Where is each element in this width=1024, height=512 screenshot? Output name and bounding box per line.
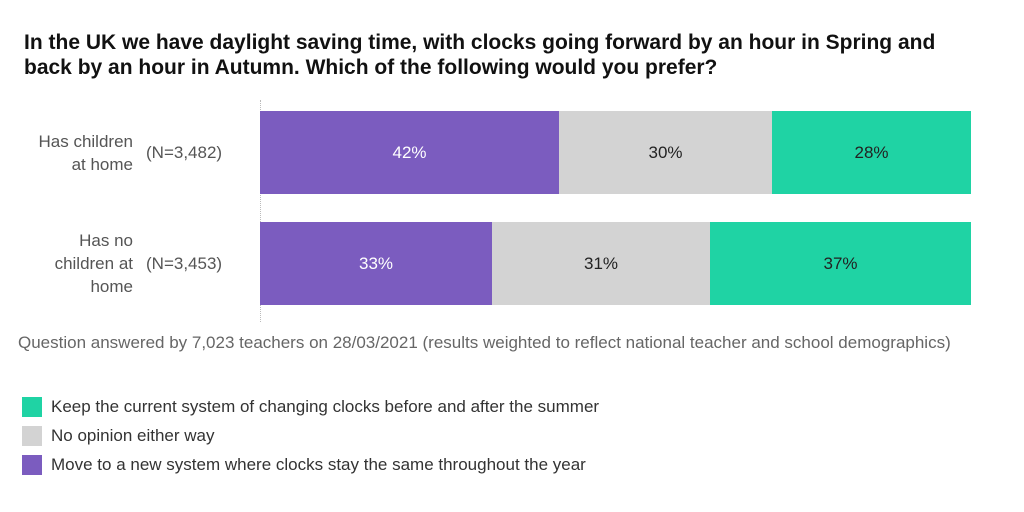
data-label: 33% [358, 253, 394, 273]
bar-segment: 30% [559, 111, 772, 194]
bar-segment: 28% [772, 111, 971, 194]
legend-swatch [22, 396, 42, 417]
category-label: Has children at home [13, 130, 134, 176]
data-label: 31% [583, 253, 619, 273]
legend-item: No opinion either way [22, 421, 599, 450]
legend-item: Move to a new system where clocks stay t… [22, 450, 599, 479]
category-label-line: Has no [79, 231, 133, 250]
category-label: Has no children at home [13, 229, 133, 298]
legend-swatch [22, 425, 42, 446]
data-label: 28% [854, 142, 889, 162]
category-label-line: Has children [38, 132, 134, 151]
legend-label: Move to a new system where clocks stay t… [51, 454, 586, 474]
data-label: 37% [823, 253, 858, 273]
chart-footnote: Question answered by 7,023 teachers on 2… [18, 333, 951, 352]
bar-segment: 33% [260, 222, 492, 305]
category-label-line: home [90, 277, 133, 296]
data-label: 42% [392, 142, 427, 162]
data-label: 30% [648, 142, 683, 162]
category-label-line: at home [71, 155, 133, 174]
legend-item: Keep the current system of changing cloc… [22, 392, 599, 421]
legend-label: No opinion either way [51, 425, 215, 445]
stacked-bar: 42% 30% 28% [260, 111, 971, 194]
sample-size-label: (N=3,453) [146, 254, 223, 273]
chart-row: Has no children at home (N=3,453) 33% 31% 37% [0, 222, 1024, 305]
stacked-bar: 33% 31% 37% [260, 222, 971, 305]
bar-segment: 42% [260, 111, 559, 194]
legend-label: Keep the current system of changing cloc… [51, 396, 600, 416]
category-label-line: children at [54, 254, 133, 273]
chart-row: Has children at home (N=3,482) 42% 30% 28% [0, 111, 1024, 194]
chart-legend: Keep the current system of changing cloc… [22, 392, 599, 479]
bar-segment: 31% [492, 222, 710, 305]
chart-title: In the UK we have daylight saving time, … [24, 31, 936, 79]
legend-swatch [22, 454, 42, 475]
bar-segment: 37% [710, 222, 971, 305]
category-axis-line [260, 100, 261, 322]
sample-size-label: (N=3,482) [146, 143, 223, 162]
